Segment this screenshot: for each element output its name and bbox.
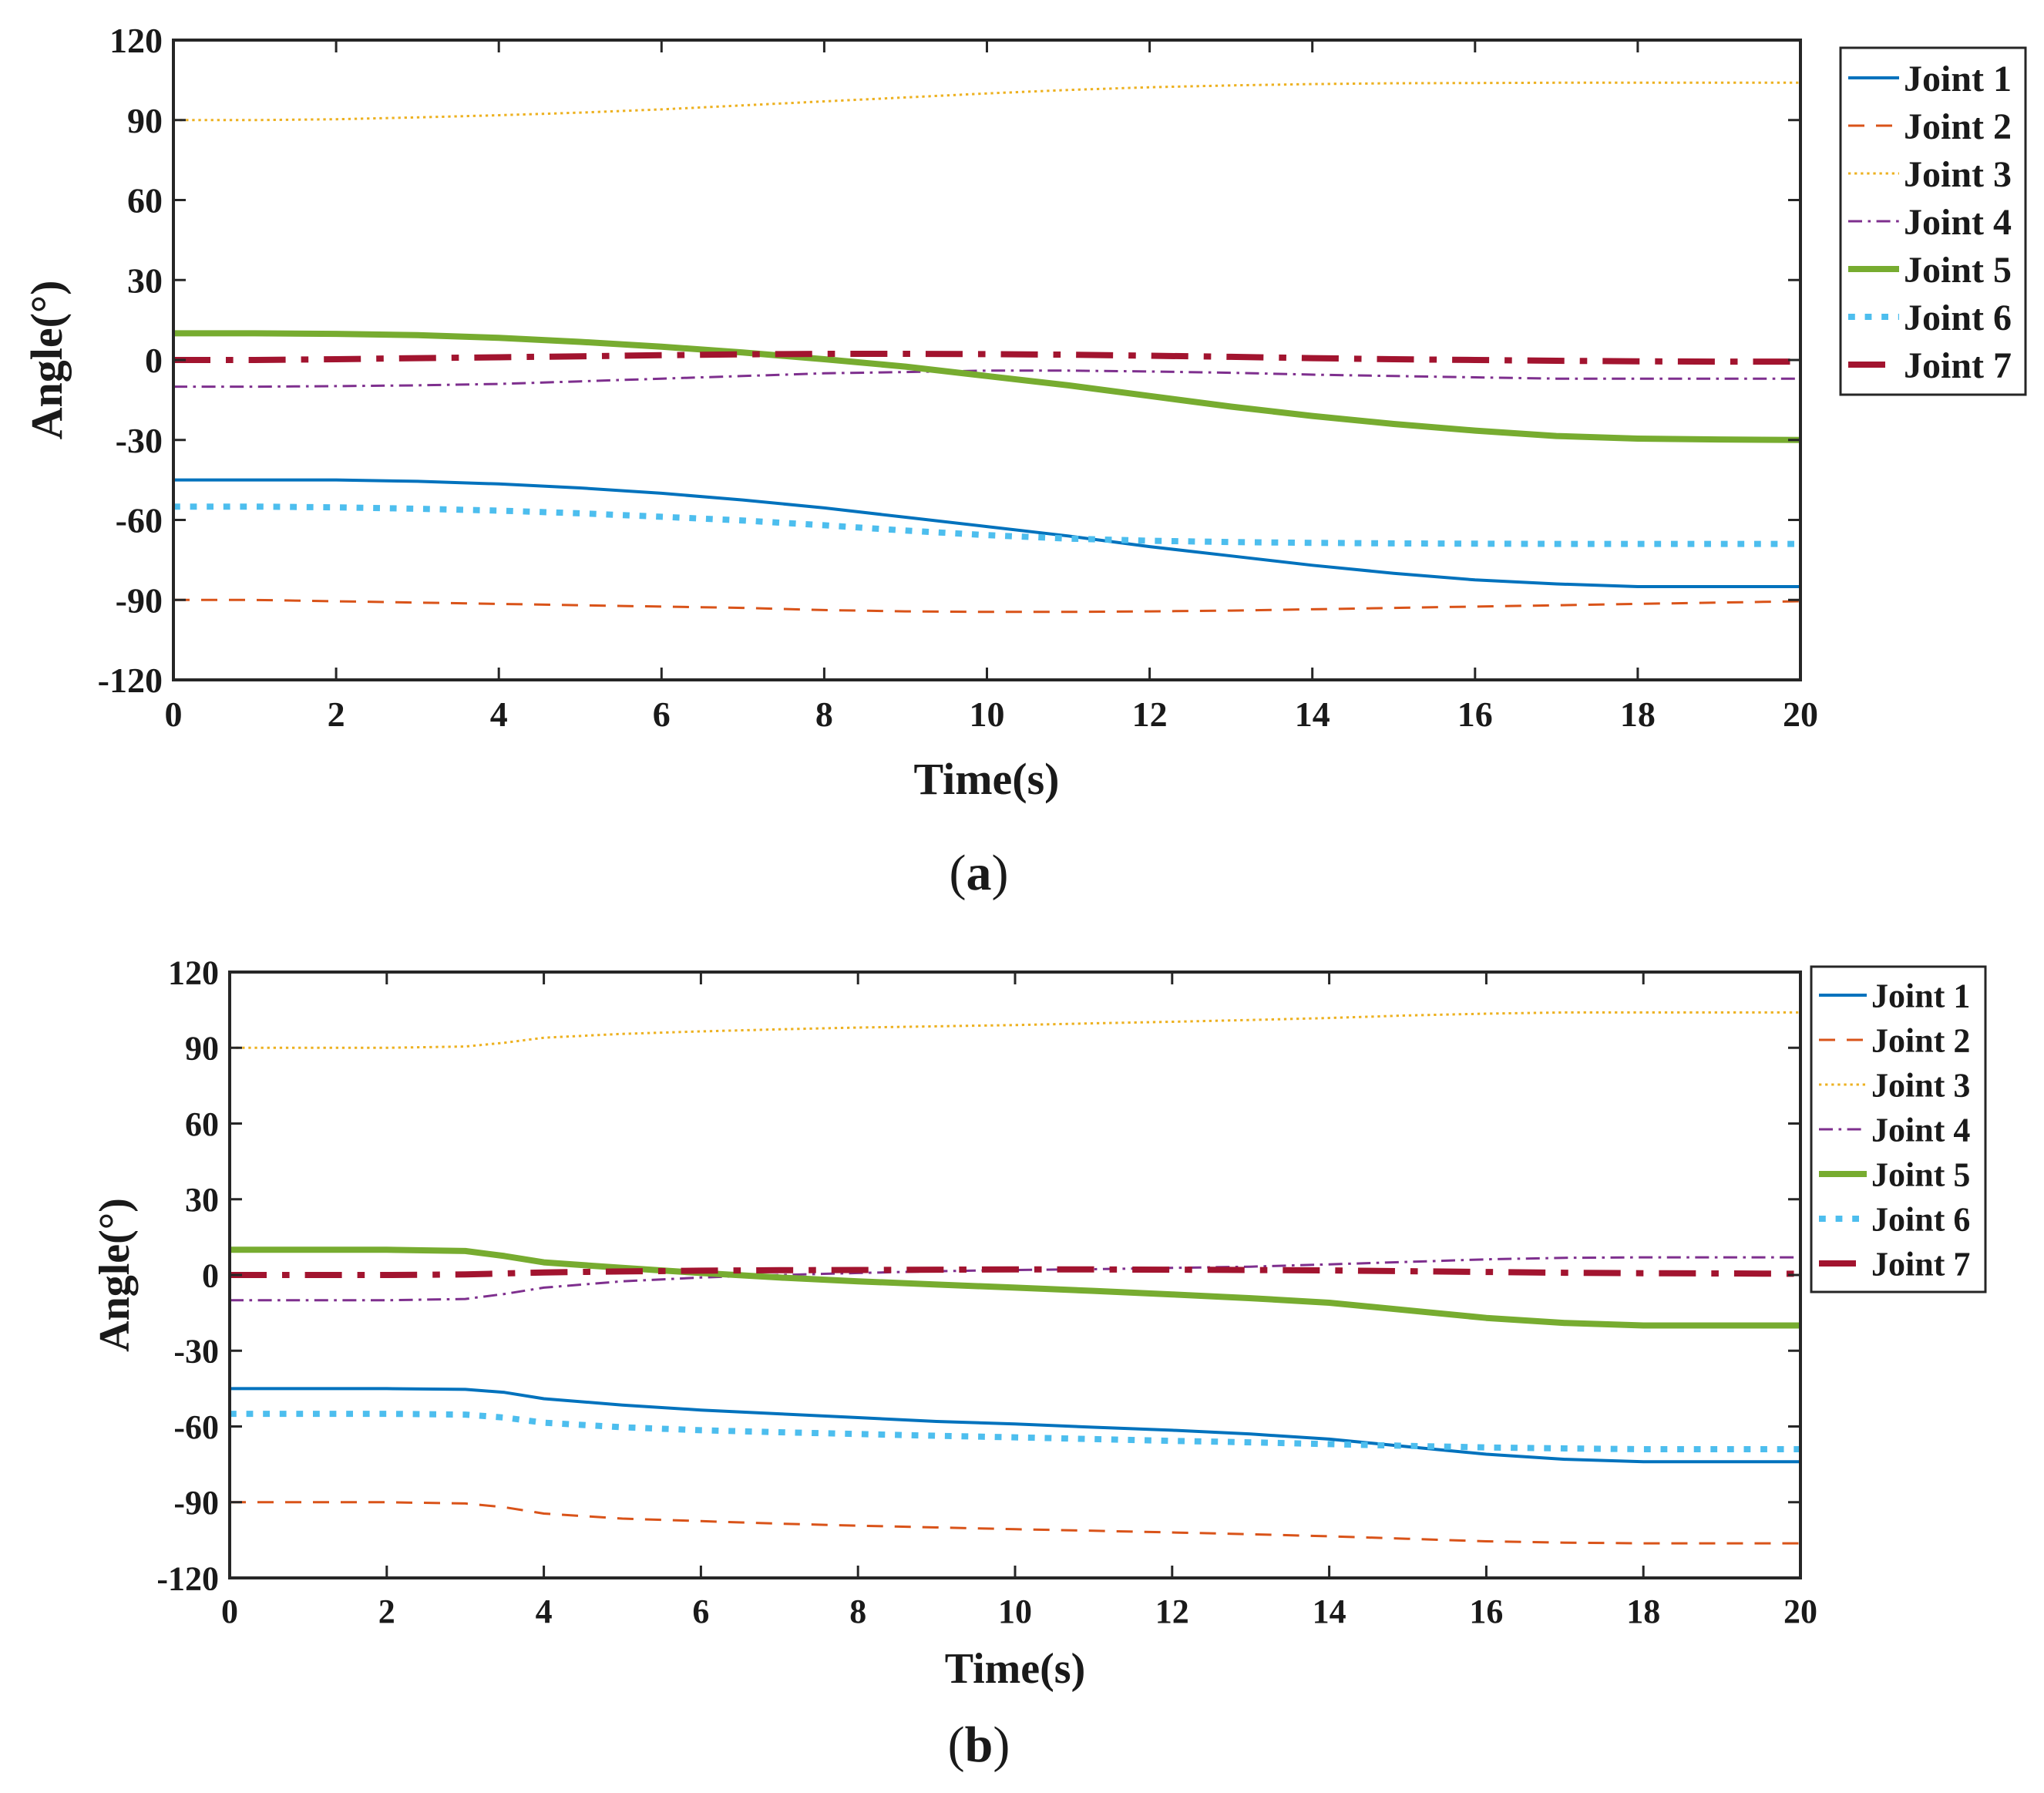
panel-a-caption-letter: a xyxy=(967,845,992,901)
panel-a-legend-label-joint-7: Joint 7 xyxy=(1904,345,2012,386)
panel-a-series-line-joint-1 xyxy=(173,478,1800,588)
panel-b-series-line-joint-3 xyxy=(230,1011,1800,1049)
panel-b-legend-label-joint-3: Joint 3 xyxy=(1871,1066,1970,1104)
panel-a-series-line-joint-4 xyxy=(173,369,1800,389)
panel-a-y-tick-label: -30 xyxy=(116,421,163,460)
panel-b-y-tick-label: 30 xyxy=(185,1181,219,1219)
panel-a-y-tick-label: -60 xyxy=(116,501,163,540)
panel-b-y-tick-label: 0 xyxy=(202,1256,219,1294)
panel-b-series-line-joint-6 xyxy=(230,1411,1800,1452)
panel-a-legend-label-joint-4: Joint 4 xyxy=(1904,202,2012,243)
panel-a-legend: Joint 1 Joint 2 Joint 3 Joint 4 Joint 5 Joint… xyxy=(1839,46,2027,396)
panel-a-legend-label-joint-1: Joint 1 xyxy=(1904,59,2012,99)
panel-b-legend-label-joint-2: Joint 2 xyxy=(1871,1021,1970,1059)
panel-b-x-tick-label: 10 xyxy=(998,1593,1032,1630)
panel-b-x-tick-label: 16 xyxy=(1469,1593,1503,1630)
panel-b-caption: (b) xyxy=(948,1717,1010,1773)
panel-a-legend-label-joint-3: Joint 3 xyxy=(1904,154,2012,195)
panel-b-legend-label-joint-5: Joint 5 xyxy=(1871,1156,1970,1193)
panel-b-series-lines xyxy=(230,1011,1801,1545)
panel-a-x-tick-label: 14 xyxy=(1295,695,1330,734)
panel-a-x-tick-label: 4 xyxy=(490,695,508,734)
panel-a-series-line-joint-3 xyxy=(173,81,1800,122)
panel-b-y-tick-label: -120 xyxy=(156,1559,219,1597)
panel-a-x-tick-label: 0 xyxy=(165,695,183,734)
panel-b-series-line-joint-7 xyxy=(230,1266,1801,1278)
panel-a-legend-label-joint-2: Joint 2 xyxy=(1904,106,2012,147)
panel-a-y-tick-label: -120 xyxy=(98,661,163,700)
panel-b-caption-letter: b xyxy=(965,1717,993,1773)
panel-a-series-line-joint-2 xyxy=(173,598,1801,614)
panel-b-series-line-joint-4 xyxy=(230,1256,1800,1302)
panel-b: 0 2 4 6 8 10 12 14 16 18 20 -120 -90 -60 -30 0 30 60 90 120… xyxy=(91,954,1987,1773)
panel-a-x-tick-label: 8 xyxy=(815,695,833,734)
panel-a-y-tick-label: 120 xyxy=(109,21,163,60)
panel-a-x-tick-label: 12 xyxy=(1132,695,1168,734)
panel-b-legend-label-joint-4: Joint 4 xyxy=(1871,1111,1970,1149)
panel-b-x-tick-label: 6 xyxy=(692,1593,709,1630)
panel-a-legend-label-joint-5: Joint 5 xyxy=(1904,250,2012,291)
panel-a-x-axis-label: Time(s) xyxy=(913,754,1059,804)
panel-b-y-tick-label: 90 xyxy=(185,1030,219,1068)
panel-a-caption: (a) xyxy=(950,845,1009,901)
panel-a-series-line-joint-6 xyxy=(173,503,1800,547)
panel-b-series-line-joint-2 xyxy=(230,1501,1800,1545)
panel-a-series-lines xyxy=(173,81,1801,614)
panel-b-series-line-joint-5 xyxy=(230,1246,1800,1329)
panel-b-y-tick-label: -90 xyxy=(173,1484,219,1522)
panel-b-legend: Joint 1 Joint 2 Joint 3 Joint 4 Joint 5 Joint… xyxy=(1810,965,1987,1293)
panel-b-y-tick-label: 60 xyxy=(185,1105,219,1143)
panel-a-x-tick-label: 6 xyxy=(653,695,671,734)
panel-a-y-tick-label: 60 xyxy=(127,181,163,220)
panel-a-y-tick-label: 90 xyxy=(127,101,163,140)
panel-a-x-tick-label: 16 xyxy=(1457,695,1493,734)
panel-a-legend-box xyxy=(1839,46,2027,396)
panel-b-x-tick-label: 2 xyxy=(378,1593,395,1630)
panel-a-x-tick-label: 2 xyxy=(328,695,345,734)
panel-a: 0 2 4 6 8 10 12 14 16 18 20 -120 -90 -60 -30 0 30 60 90 120… xyxy=(22,21,2027,901)
panel-b-x-tick-label: 4 xyxy=(536,1593,553,1630)
panel-a-x-tick-label: 10 xyxy=(970,695,1005,734)
panel-b-series-line-joint-1 xyxy=(230,1387,1800,1464)
panel-b-legend-label-joint-1: Joint 1 xyxy=(1871,977,1970,1014)
panel-b-x-tick-label: 18 xyxy=(1626,1593,1660,1630)
panel-b-legend-label-joint-6: Joint 6 xyxy=(1871,1200,1970,1238)
panel-b-x-tick-label: 0 xyxy=(221,1593,238,1630)
panel-b-y-tick-label: 120 xyxy=(168,954,219,991)
panel-b-y-tick-label: -30 xyxy=(173,1333,219,1371)
panel-b-legend-label-joint-7: Joint 7 xyxy=(1871,1245,1970,1283)
panel-b-x-tick-label: 14 xyxy=(1313,1593,1346,1630)
panel-a-y-tick-label: 30 xyxy=(127,261,163,300)
panel-b-y-axis-label: Angle(°) xyxy=(91,1198,139,1352)
panel-b-x-tick-label: 20 xyxy=(1783,1593,1817,1630)
panel-a-x-tick-label: 18 xyxy=(1620,695,1656,734)
panel-b-ticks: 0 2 4 6 8 10 12 14 16 18 20 -120 -90 -60 -30 0 30 60 90 120 xyxy=(156,954,1817,1630)
panel-a-x-tick-label: 20 xyxy=(1783,695,1818,734)
panel-b-x-tick-label: 12 xyxy=(1155,1593,1189,1630)
panel-a-y-tick-label: 0 xyxy=(145,341,163,380)
panel-a-series-line-joint-7 xyxy=(173,351,1800,365)
panel-a-ticks: 0 2 4 6 8 10 12 14 16 18 20 -120 -90 -60 -30 0 30 60 90 120 xyxy=(98,21,1818,734)
panel-a-y-tick-label: -90 xyxy=(116,580,163,620)
panel-b-y-tick-label: -60 xyxy=(173,1408,219,1446)
panel-b-x-tick-label: 8 xyxy=(849,1593,866,1630)
panel-a-legend-label-joint-6: Joint 6 xyxy=(1904,298,2012,338)
panel-a-y-axis-label: Angle(°) xyxy=(22,281,72,440)
panel-a-series-line-joint-5 xyxy=(173,330,1801,443)
panel-b-x-axis-label: Time(s) xyxy=(945,1645,1086,1693)
